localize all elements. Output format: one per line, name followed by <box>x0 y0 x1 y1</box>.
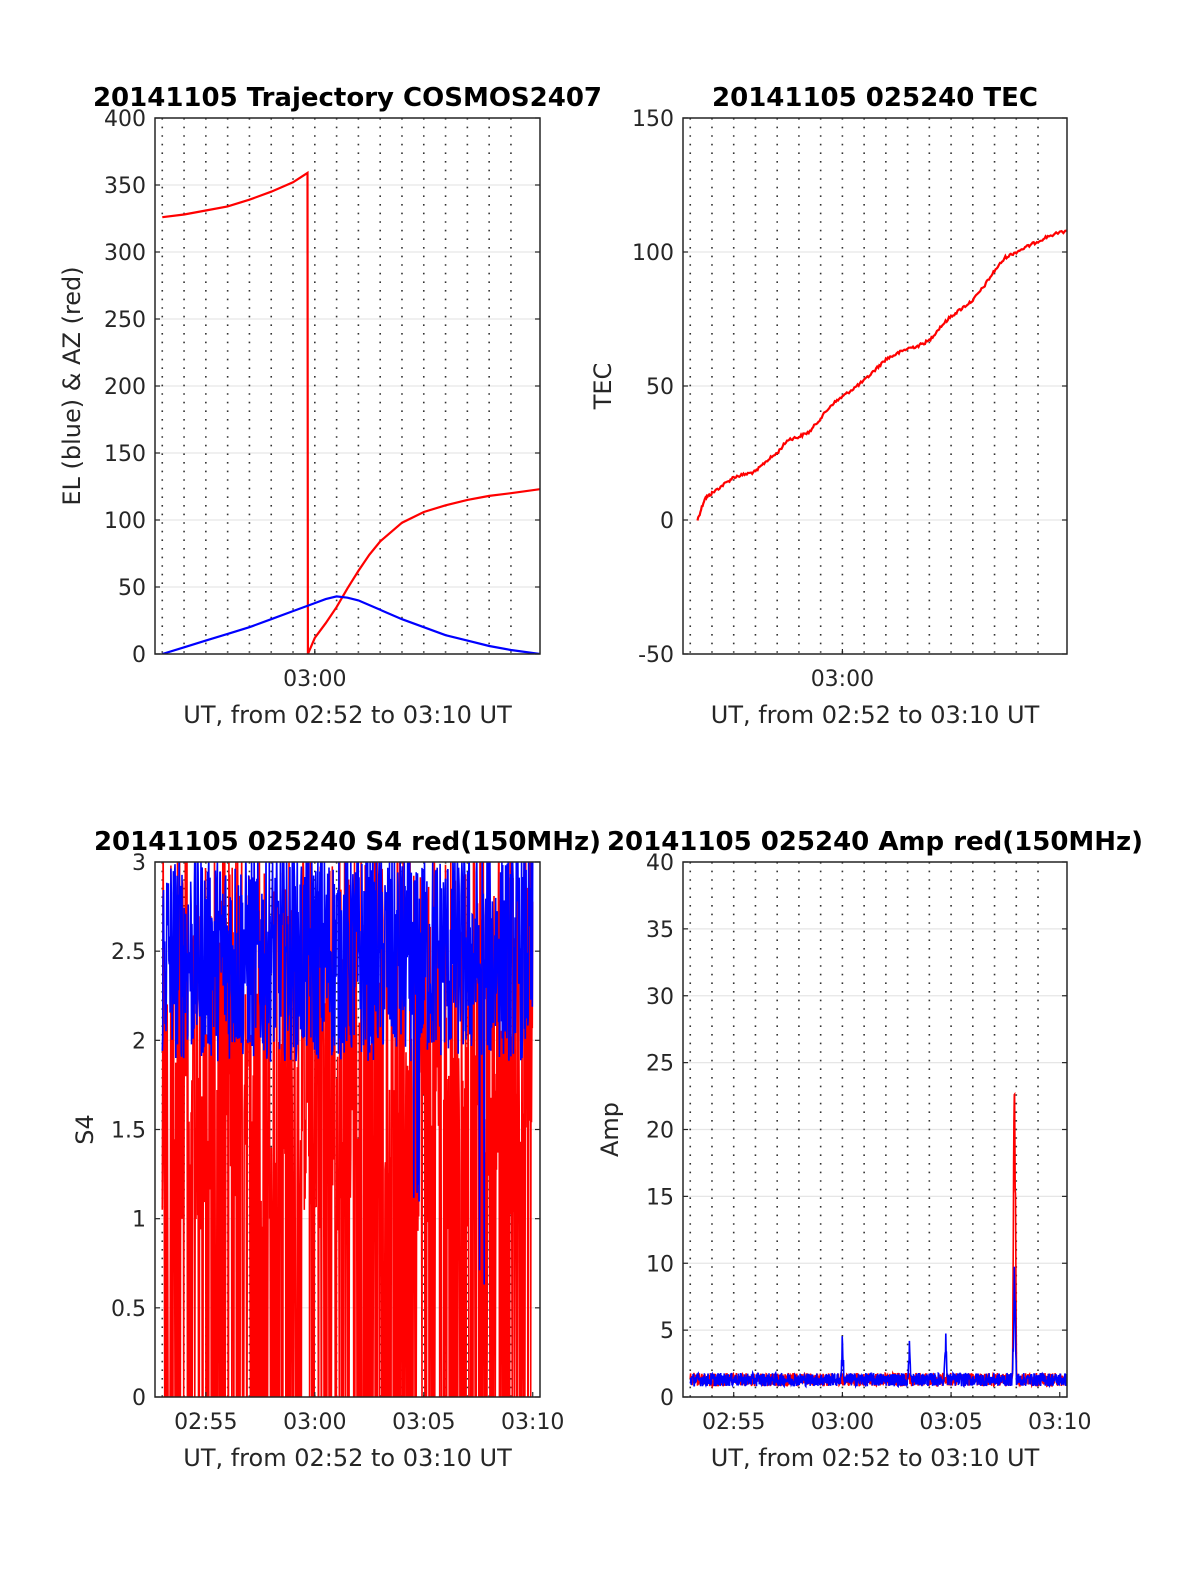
x-axis-label: UT, from 02:52 to 03:10 UT <box>711 1444 1040 1472</box>
y-tick-label: 50 <box>118 576 146 601</box>
chart-panel-2: -50 0 50 100 150 03:00 20141105 025240 TEC UT, … <box>589 83 1068 729</box>
y-tick-label: 0 <box>132 1386 146 1411</box>
plot-area <box>161 170 540 654</box>
y-axis-label: EL (blue) & AZ (red) <box>58 266 86 505</box>
y-tick-label: 0 <box>132 643 146 668</box>
x-axis-label: UT, from 02:52 to 03:10 UT <box>183 1444 512 1472</box>
y-tick-label: 2.5 <box>111 940 146 965</box>
y-tick-label: 5 <box>660 1319 674 1344</box>
y-tick-label: 0 <box>660 509 674 534</box>
chart-title: 20141105 Trajectory COSMOS2407 <box>93 83 602 113</box>
series-line-2 <box>689 1266 1067 1389</box>
y-tick-label: 150 <box>632 107 674 132</box>
x-tick-label: 03:05 <box>919 1410 982 1435</box>
y-axis-label: TEC <box>589 363 617 411</box>
y-tick-label: 2 <box>132 1029 146 1054</box>
x-tick-label: 03:00 <box>283 667 346 692</box>
y-tick-label: 300 <box>104 241 146 266</box>
y-tick-label: 50 <box>646 375 674 400</box>
y-tick-label: 10 <box>646 1252 674 1277</box>
chart-panel-4: 0 5 10 15 20 25 30 35 40 02:55 03:00 03:05 03:10 2014… <box>596 827 1143 1472</box>
y-tick-label: 25 <box>646 1052 674 1077</box>
chart-title: 20141105 025240 TEC <box>712 83 1038 113</box>
y-tick-label: 35 <box>646 918 674 943</box>
chart-title: 20141105 025240 Amp red(150MHz) <box>607 827 1143 857</box>
x-tick-label: 03:00 <box>283 1410 346 1435</box>
y-tick-label: 40 <box>646 851 674 876</box>
x-tick-label: 02:55 <box>702 1410 765 1435</box>
y-tick-label: 1.5 <box>111 1119 146 1144</box>
y-tick-label: 350 <box>104 174 146 199</box>
chart-panel-1: 0 50 100 150 200 250 300 350 400 03:00 20141105 Tr… <box>58 83 602 729</box>
y-tick-label: 150 <box>104 442 146 467</box>
plot-area <box>161 862 534 1397</box>
y-axis-label: Amp <box>596 1102 624 1157</box>
y-tick-label: 30 <box>646 985 674 1010</box>
x-tick-label: 03:00 <box>811 667 874 692</box>
x-axis-label: UT, from 02:52 to 03:10 UT <box>711 701 1040 729</box>
x-tick-label: 03:00 <box>811 1410 874 1435</box>
plot-area <box>689 1091 1067 1390</box>
series-line-1 <box>689 1091 1067 1390</box>
y-tick-label: 400 <box>104 107 146 132</box>
series-line-1 <box>162 170 540 654</box>
x-axis-label: UT, from 02:52 to 03:10 UT <box>183 701 512 729</box>
y-tick-label: 3 <box>132 851 146 876</box>
x-tick-label: 03:10 <box>1028 1410 1091 1435</box>
x-tick-label: 03:10 <box>501 1410 564 1435</box>
y-tick-label: 0.5 <box>111 1297 146 1322</box>
x-tick-label: 02:55 <box>174 1410 237 1435</box>
series-line-2 <box>161 862 534 1285</box>
y-axis-label: S4 <box>71 1114 99 1145</box>
chart-title: 20141105 025240 S4 red(150MHz) <box>94 827 601 857</box>
y-tick-label: 100 <box>104 509 146 534</box>
x-tick-label: 03:05 <box>392 1410 455 1435</box>
series-line-2 <box>161 595 540 654</box>
y-tick-label: 250 <box>104 308 146 333</box>
y-tick-label: 20 <box>646 1119 674 1144</box>
y-tick-label: 200 <box>104 375 146 400</box>
y-tick-label: 100 <box>632 241 674 266</box>
y-tick-label: -50 <box>638 643 674 668</box>
y-tick-label: 0 <box>660 1386 674 1411</box>
y-tick-label: 15 <box>646 1185 674 1210</box>
y-tick-label: 1 <box>132 1208 146 1233</box>
series-line-1 <box>696 229 1067 521</box>
plot-area <box>696 229 1067 521</box>
chart-panel-3: 0 0.5 1 1.5 2 2.5 3 02:55 03:00 03:05 03:10 2014110… <box>71 827 601 1472</box>
